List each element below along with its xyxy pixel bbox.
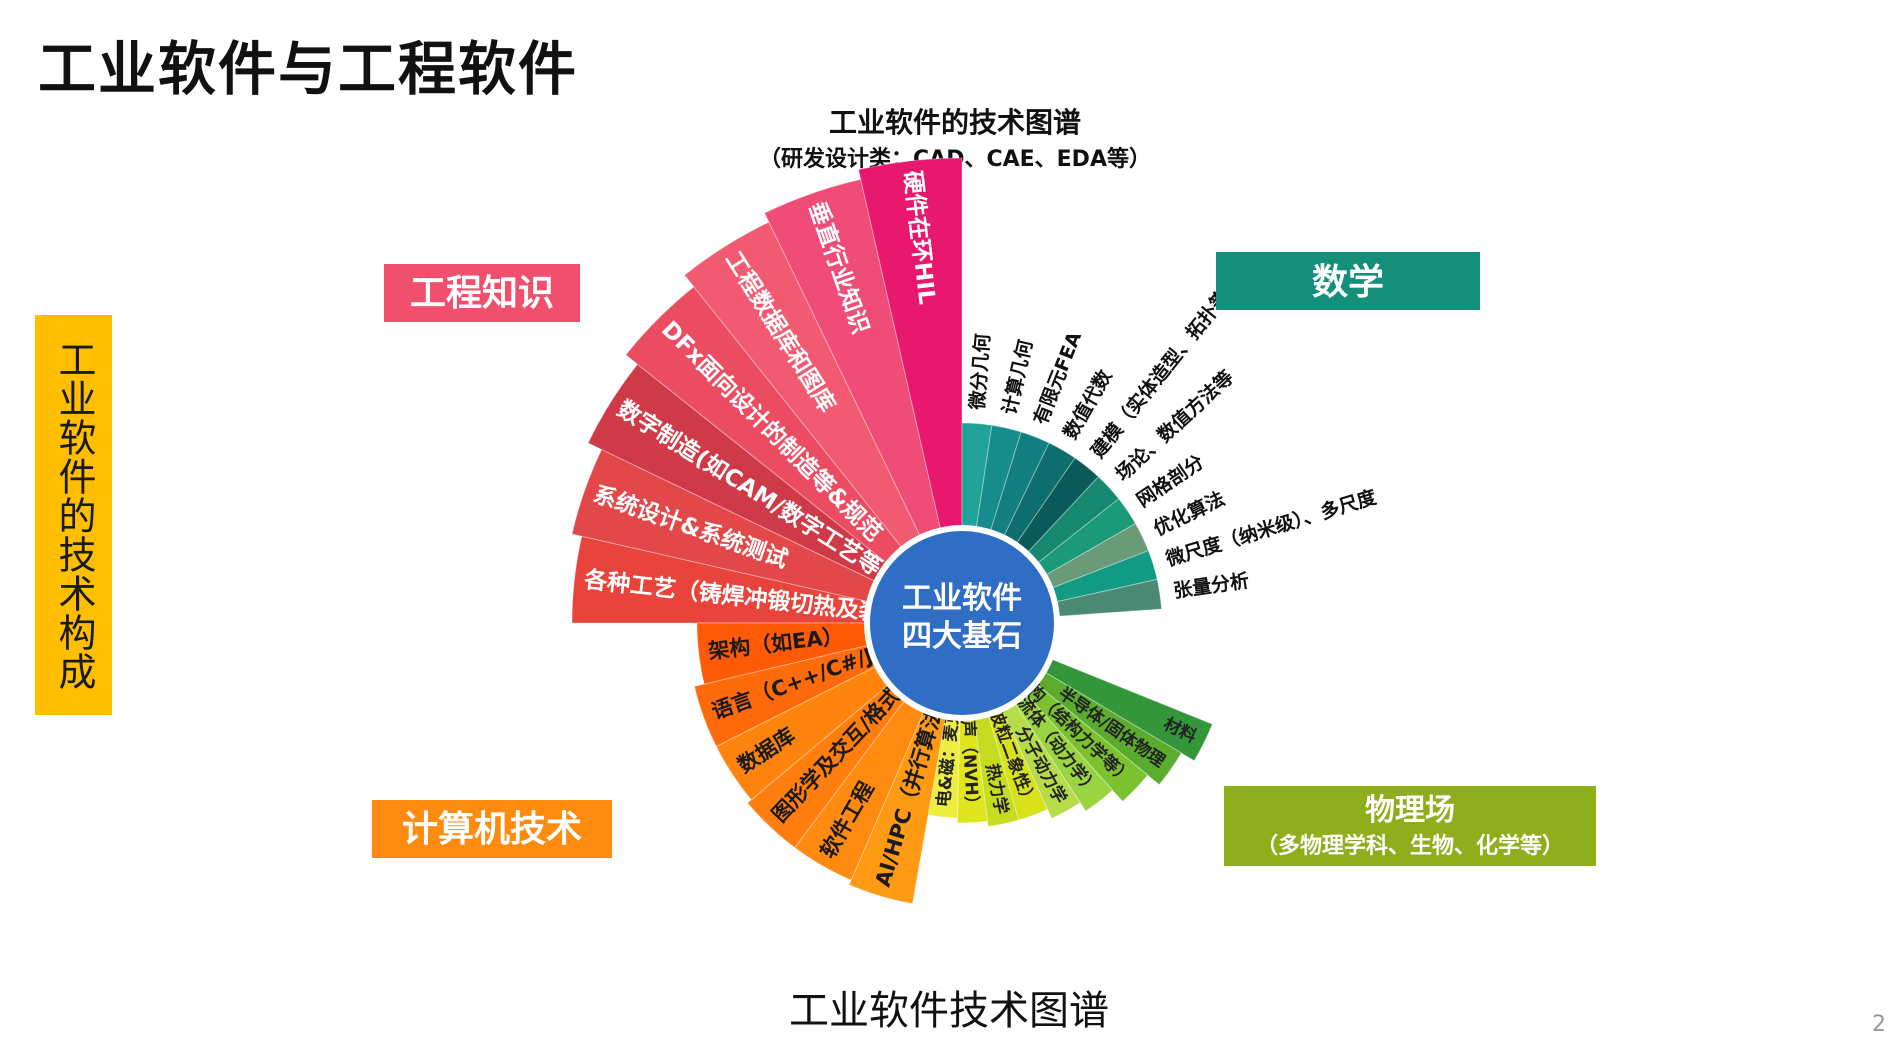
math-label-8: 微尺度（纳米级）、多尺度: [1162, 485, 1380, 571]
diagram-title: 工业软件的技术图谱: [829, 106, 1081, 139]
physics-label-7: 声（NVH）: [957, 719, 983, 814]
category-computing-label: 计算机技术: [402, 809, 582, 850]
center-hub: 工业软件 四大基石: [864, 525, 1060, 721]
math-label-9: 张量分析: [1172, 569, 1251, 603]
center-line1: 工业软件: [902, 581, 1022, 616]
math-label-1: 计算几何: [998, 338, 1037, 417]
center-line2: 四大基石: [902, 619, 1022, 654]
category-computing: 计算机技术: [372, 800, 612, 858]
category-math-label: 数学: [1312, 261, 1384, 303]
page-number: 2: [1872, 1012, 1886, 1037]
technology-wheel-diagram: 工业软件的技术图谱 （研发设计类：CAD、CAE、EDA等） 各种工艺（铸焊冲锻…: [372, 106, 1596, 905]
side-label: 工业软件的技术构成: [52, 339, 96, 691]
category-engineering-label: 工程知识: [410, 273, 554, 314]
figure-caption: 工业软件技术图谱: [789, 988, 1109, 1034]
slide-title: 工业软件与工程软件: [38, 35, 579, 103]
category-physics-sublabel: （多物理学科、生物、化学等）: [1256, 833, 1564, 859]
category-math: 数学: [1216, 252, 1480, 310]
category-physics-label: 物理场: [1365, 793, 1455, 828]
category-engineering-box: [384, 264, 580, 322]
category-computing-box: [372, 800, 612, 858]
category-physics: 物理场 （多物理学科、生物、化学等）: [1224, 786, 1596, 866]
center-circle: [864, 525, 1060, 721]
category-math-box: [1216, 252, 1480, 310]
category-physics-box: [1224, 786, 1596, 866]
side-label-box: 工业软件的技术构成: [35, 315, 112, 715]
category-engineering: 工程知识: [384, 264, 580, 322]
math-label-0: 微分几何: [966, 333, 995, 412]
